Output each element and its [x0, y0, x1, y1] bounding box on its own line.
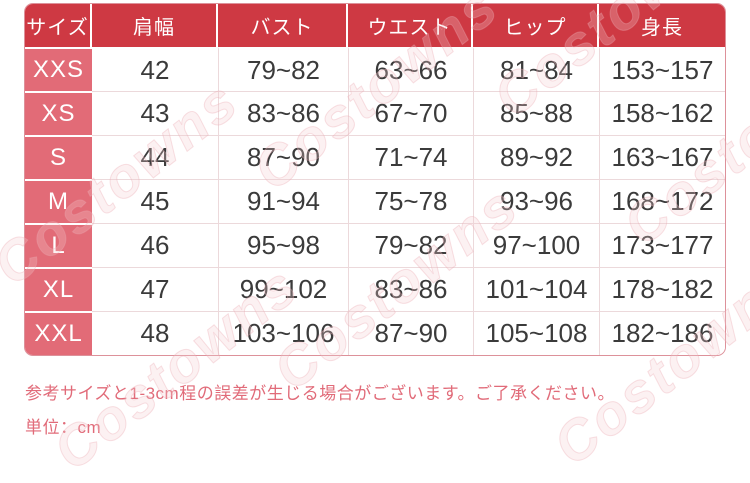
value-cell: 81~84 — [473, 47, 599, 91]
value-cell: 103~106 — [218, 311, 348, 355]
header-cell-3: ウエスト — [348, 4, 473, 47]
value-cell: 97~100 — [473, 223, 599, 267]
value-cell: 79~82 — [348, 223, 473, 267]
value-cell: 91~94 — [218, 179, 348, 223]
value-cell: 47 — [92, 267, 218, 311]
header-cell-0: サイズ — [25, 4, 92, 47]
size-table: サイズ 肩幅 バスト ウエスト ヒップ 身長 XXS 42 79~82 63~66 81~84 153… — [24, 3, 726, 356]
value-cell: 105~108 — [473, 311, 599, 355]
header-cell-4: ヒップ — [473, 4, 599, 47]
value-cell: 43 — [92, 91, 218, 135]
value-cell: 45 — [92, 179, 218, 223]
size-cell-XXL: XXL — [25, 311, 92, 355]
size-cell-L: L — [25, 223, 92, 267]
value-cell: 99~102 — [218, 267, 348, 311]
size-cell-M: M — [25, 179, 92, 223]
value-cell: 87~90 — [348, 311, 473, 355]
value-cell: 44 — [92, 135, 218, 179]
size-cell-XL: XL — [25, 267, 92, 311]
unit-note: 単位：cm — [25, 418, 102, 437]
value-cell: 173~177 — [599, 223, 725, 267]
value-cell: 63~66 — [348, 47, 473, 91]
size-disclaimer-note: 参考サイズと1-3cm程の誤差が生じる場合がございます。ご了承ください。 — [25, 384, 616, 403]
value-cell: 48 — [92, 311, 218, 355]
header-cell-2: バスト — [218, 4, 348, 47]
value-cell: 75~78 — [348, 179, 473, 223]
value-cell: 71~74 — [348, 135, 473, 179]
value-cell: 79~82 — [218, 47, 348, 91]
value-cell: 93~96 — [473, 179, 599, 223]
value-cell: 168~172 — [599, 179, 725, 223]
value-cell: 158~162 — [599, 91, 725, 135]
value-cell: 89~92 — [473, 135, 599, 179]
value-cell: 87~90 — [218, 135, 348, 179]
size-cell-XXS: XXS — [25, 47, 92, 91]
size-cell-XS: XS — [25, 91, 92, 135]
value-cell: 85~88 — [473, 91, 599, 135]
value-cell: 182~186 — [599, 311, 725, 355]
value-cell: 95~98 — [218, 223, 348, 267]
value-cell: 178~182 — [599, 267, 725, 311]
value-cell: 67~70 — [348, 91, 473, 135]
size-cell-S: S — [25, 135, 92, 179]
value-cell: 153~157 — [599, 47, 725, 91]
value-cell: 101~104 — [473, 267, 599, 311]
value-cell: 42 — [92, 47, 218, 91]
header-cell-1: 肩幅 — [92, 4, 218, 47]
value-cell: 46 — [92, 223, 218, 267]
value-cell: 163~167 — [599, 135, 725, 179]
value-cell: 83~86 — [348, 267, 473, 311]
value-cell: 83~86 — [218, 91, 348, 135]
header-cell-5: 身長 — [599, 4, 725, 47]
